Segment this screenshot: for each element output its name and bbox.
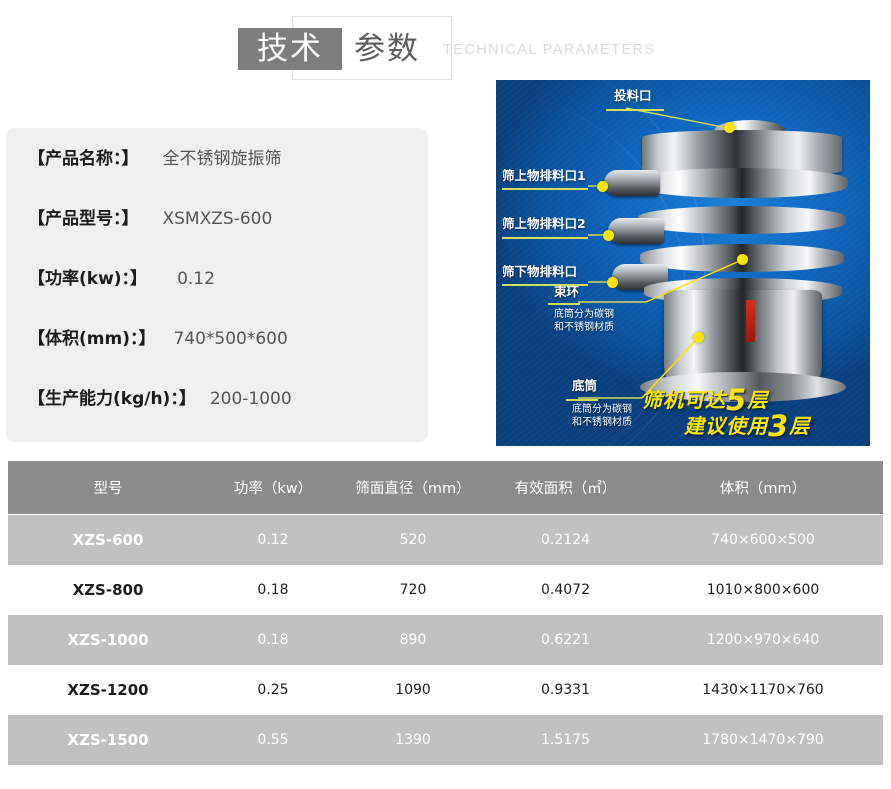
cell-area: 1.5175 <box>541 732 590 748</box>
table-header-row: 型号 功率（kw） 筛面直径（mm） 有效面积（㎡） 体积（mm） <box>8 461 883 514</box>
cell-power: 0.12 <box>257 532 289 548</box>
product-photo-annotated: 投料口 筛上物排料口1 筛上物排料口2 筛下物排料口 束环 底筒分为碳钢 和不锈… <box>496 80 870 446</box>
title-banner: 技术 参数 TECHNICAL PARAMETERS <box>0 0 891 100</box>
table-header-volume: 体积（mm） <box>719 481 807 497</box>
callout-dot-clamp-ring <box>737 254 748 265</box>
title-badge-label: 技术 <box>257 30 323 67</box>
table-row: XZS-1200 0.25 1090 0.9331 1430×1170×760 <box>8 665 883 715</box>
machine-deck-rim-1 <box>636 168 848 198</box>
table-row: XZS-600 0.12 520 0.2124 740×600×500 <box>8 515 883 565</box>
machine-red-label <box>746 300 755 342</box>
callout-underline-feed-inlet <box>606 109 664 111</box>
callout-dot-base-drum <box>693 332 704 343</box>
spec-label: 【产品型号：】 <box>28 209 139 229</box>
table-header-area: 有效面积（㎡） <box>514 481 617 497</box>
callout-underline-undersize-outlet <box>502 284 588 286</box>
spec-row-capacity: 【生产能力(kg/h)：】 200-1000 <box>28 384 428 444</box>
spec-value: 200-1000 <box>209 389 292 409</box>
table-header-model: 型号 <box>93 481 123 497</box>
cell-power: 0.18 <box>257 632 289 648</box>
cell-diameter: 890 <box>399 632 427 648</box>
spec-label: 【体积(mm)：】 <box>28 329 156 349</box>
callout-label-clamp-ring: 束环 <box>554 284 580 299</box>
machine-spout-1 <box>604 170 660 196</box>
table-row: XZS-800 0.18 720 0.4072 1010×800×600 <box>8 565 883 615</box>
cell-area: 0.9331 <box>541 682 590 698</box>
callout-label-oversize-outlet-2: 筛上物排料口2 <box>502 216 586 231</box>
cell-volume: 1200×970×640 <box>706 632 820 648</box>
spec-row-product-name: 【产品名称：】 全不锈钢旋振筛 <box>28 144 428 204</box>
spec-label: 【生产能力(kg/h)：】 <box>28 389 196 409</box>
callout-sub-base-drum: 底筒分为碳钢 和不锈钢材质 <box>572 404 632 428</box>
callout-dot-oversize-outlet-1 <box>597 181 608 192</box>
cell-area: 0.2124 <box>541 532 590 548</box>
callout-underline-oversize-outlet-2 <box>502 237 588 239</box>
spec-label: 【产品名称：】 <box>28 149 139 169</box>
spec-value: 全不锈钢旋振筛 <box>162 149 282 169</box>
table-row: XZS-1000 0.18 890 0.6221 1200×970×640 <box>8 615 883 665</box>
machine-base-plate <box>640 372 846 402</box>
title-subtitle-cn: 参数 <box>354 31 420 67</box>
product-spec-panel: 【产品名称：】 全不锈钢旋振筛 【产品型号：】 XSMXZS-600 【功率(k… <box>6 128 428 442</box>
callout-dot-feed-inlet <box>724 122 735 133</box>
spec-row-product-model: 【产品型号：】 XSMXZS-600 <box>28 204 428 264</box>
cell-model: XZS-800 <box>72 581 144 599</box>
vibrating-sieve-machine <box>604 94 856 424</box>
cell-model: XZS-1500 <box>67 731 149 749</box>
cell-area: 0.4072 <box>541 582 590 598</box>
table-header-power: 功率（kw） <box>233 481 313 497</box>
cell-diameter: 1390 <box>395 732 431 748</box>
callout-label-base-drum: 底筒 <box>572 378 598 393</box>
table-header-diameter: 筛面直径（mm） <box>355 481 471 497</box>
table-row: XZS-1500 0.55 1390 1.5175 1780×1470×790 <box>8 715 883 765</box>
callout-label-undersize-outlet: 筛下物排料口 <box>502 264 578 279</box>
callout-underline-oversize-outlet-1 <box>502 188 588 190</box>
spec-value: 0.12 <box>177 269 215 289</box>
title-subtitle-en: TECHNICAL PARAMETERS <box>443 42 656 58</box>
cell-model: XZS-1000 <box>67 631 149 649</box>
spec-value: XSMXZS-600 <box>162 209 273 229</box>
machine-deck-rim-2 <box>638 206 846 234</box>
cell-area: 0.6221 <box>541 632 590 648</box>
cell-power: 0.25 <box>257 682 289 698</box>
model-spec-table: 型号 功率（kw） 筛面直径（mm） 有效面积（㎡） 体积（mm） XZS-60… <box>8 461 883 765</box>
cell-volume: 1010×800×600 <box>706 582 820 598</box>
callout-underline-clamp-ring <box>548 303 580 305</box>
callout-label-feed-inlet: 投料口 <box>614 88 652 103</box>
spec-value: 740*500*600 <box>173 329 288 349</box>
spec-row-volume: 【体积(mm)：】 740*500*600 <box>28 324 428 384</box>
machine-spout-2 <box>608 218 664 244</box>
cell-diameter: 720 <box>399 582 427 598</box>
cell-volume: 740×600×500 <box>711 532 815 548</box>
cell-diameter: 520 <box>399 532 427 548</box>
cell-volume: 1780×1470×790 <box>702 732 824 748</box>
callout-underline-base-drum <box>566 399 598 401</box>
cell-power: 0.55 <box>257 732 289 748</box>
table-row-divider <box>8 514 883 515</box>
cell-model: XZS-600 <box>72 531 144 549</box>
spec-row-power: 【功率(kw)：】 0.12 <box>28 264 428 324</box>
callout-sub-clamp-ring: 底筒分为碳钢 和不锈钢材质 <box>554 309 614 333</box>
spec-label: 【功率(kw)：】 <box>28 269 148 289</box>
callout-dot-undersize-outlet <box>607 277 618 288</box>
cell-model: XZS-1200 <box>67 681 149 699</box>
cell-diameter: 1090 <box>395 682 431 698</box>
title-badge: 技术 <box>238 28 342 70</box>
cell-volume: 1430×1170×760 <box>702 682 824 698</box>
callout-dot-oversize-outlet-2 <box>603 230 614 241</box>
callout-label-oversize-outlet-1: 筛上物排料口1 <box>502 168 586 183</box>
cell-power: 0.18 <box>257 582 289 598</box>
